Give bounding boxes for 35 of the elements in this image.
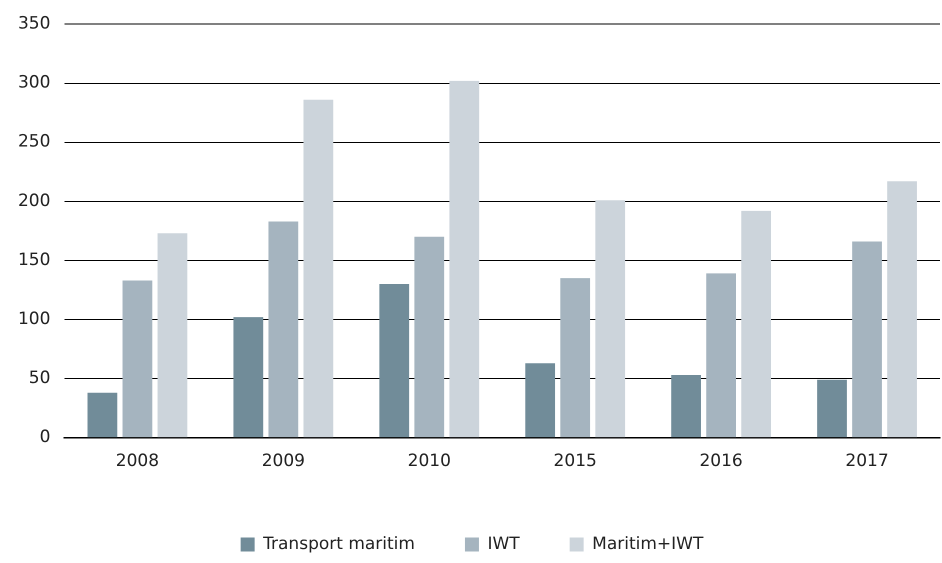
bar (741, 210, 772, 438)
bar (817, 380, 847, 438)
x-tick-label: 2016 (699, 451, 743, 472)
y-tick-label: 200 (18, 190, 50, 211)
x-tick-label: 2017 (845, 451, 889, 472)
bar (525, 363, 556, 438)
bar (303, 100, 334, 438)
y-tick-label: 150 (18, 250, 50, 270)
bar (122, 280, 152, 438)
x-tick-label: 2009 (262, 451, 305, 472)
y-tick-label: 0 (40, 427, 50, 448)
x-tick-label: 2010 (408, 451, 451, 472)
bar (887, 181, 917, 438)
legend-label: IWT (487, 534, 520, 554)
x-tick-label: 2008 (116, 451, 160, 472)
bar (671, 375, 701, 438)
bar (449, 80, 480, 438)
bar (268, 221, 298, 438)
bar (595, 200, 626, 438)
y-tick-label: 350 (18, 14, 50, 34)
bar (852, 242, 882, 438)
bar (379, 284, 410, 438)
y-tick-label: 250 (18, 132, 50, 152)
bar (414, 236, 444, 438)
y-tick-label: 50 (28, 368, 50, 388)
y-tick-label: 300 (18, 72, 50, 93)
legend-label: Transport maritim (262, 534, 415, 554)
bar (706, 273, 736, 438)
bar (88, 392, 118, 438)
x-tick-label: 2015 (554, 451, 597, 472)
legend-label: Maritim+IWT (592, 534, 704, 554)
bar (158, 233, 188, 438)
bar (560, 278, 590, 438)
y-tick-label: 100 (18, 308, 50, 329)
bar (233, 317, 264, 438)
